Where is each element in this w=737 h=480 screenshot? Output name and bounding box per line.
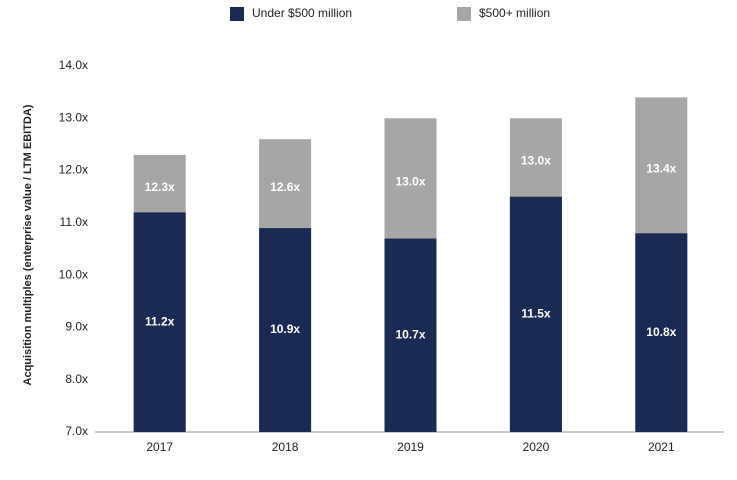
- value-label: 13.0x: [521, 154, 551, 168]
- legend-swatch: [230, 7, 244, 21]
- bar: [133, 212, 186, 432]
- y-tick-label: 14.0x: [59, 58, 88, 72]
- x-tick-label: 2019: [397, 440, 424, 454]
- value-label: 11.5x: [521, 307, 551, 321]
- x-tick-label: 2021: [648, 440, 675, 454]
- x-tick-label: 2018: [272, 440, 299, 454]
- y-tick-label: 11.0x: [60, 215, 88, 229]
- value-label: 12.3x: [145, 180, 175, 194]
- value-label: 11.2x: [145, 314, 175, 328]
- value-label: 12.6x: [270, 180, 300, 194]
- y-tick-label: 10.0x: [59, 267, 88, 281]
- bar: [635, 233, 688, 432]
- y-tick-label: 7.0x: [65, 424, 88, 438]
- y-tick-label: 12.0x: [59, 163, 88, 177]
- y-tick-label: 8.0x: [65, 372, 88, 386]
- legend-swatch: [457, 7, 471, 21]
- value-label: 13.0x: [395, 175, 425, 189]
- y-tick-label: 13.0x: [59, 110, 88, 124]
- y-tick-label: 9.0x: [65, 320, 88, 334]
- bar: [384, 238, 437, 432]
- y-axis-title: Acquisition multiples (enterprise value …: [22, 104, 34, 385]
- x-tick-label: 2017: [146, 440, 173, 454]
- x-tick-label: 2020: [523, 440, 550, 454]
- value-label: 13.4x: [646, 162, 676, 176]
- bar: [259, 228, 312, 432]
- value-label: 10.7x: [395, 327, 425, 341]
- value-label: 10.9x: [270, 322, 300, 336]
- legend-label: $500+ million: [479, 6, 550, 20]
- legend-label: Under $500 million: [252, 6, 352, 20]
- bar: [509, 196, 562, 432]
- value-label: 10.8x: [646, 325, 676, 339]
